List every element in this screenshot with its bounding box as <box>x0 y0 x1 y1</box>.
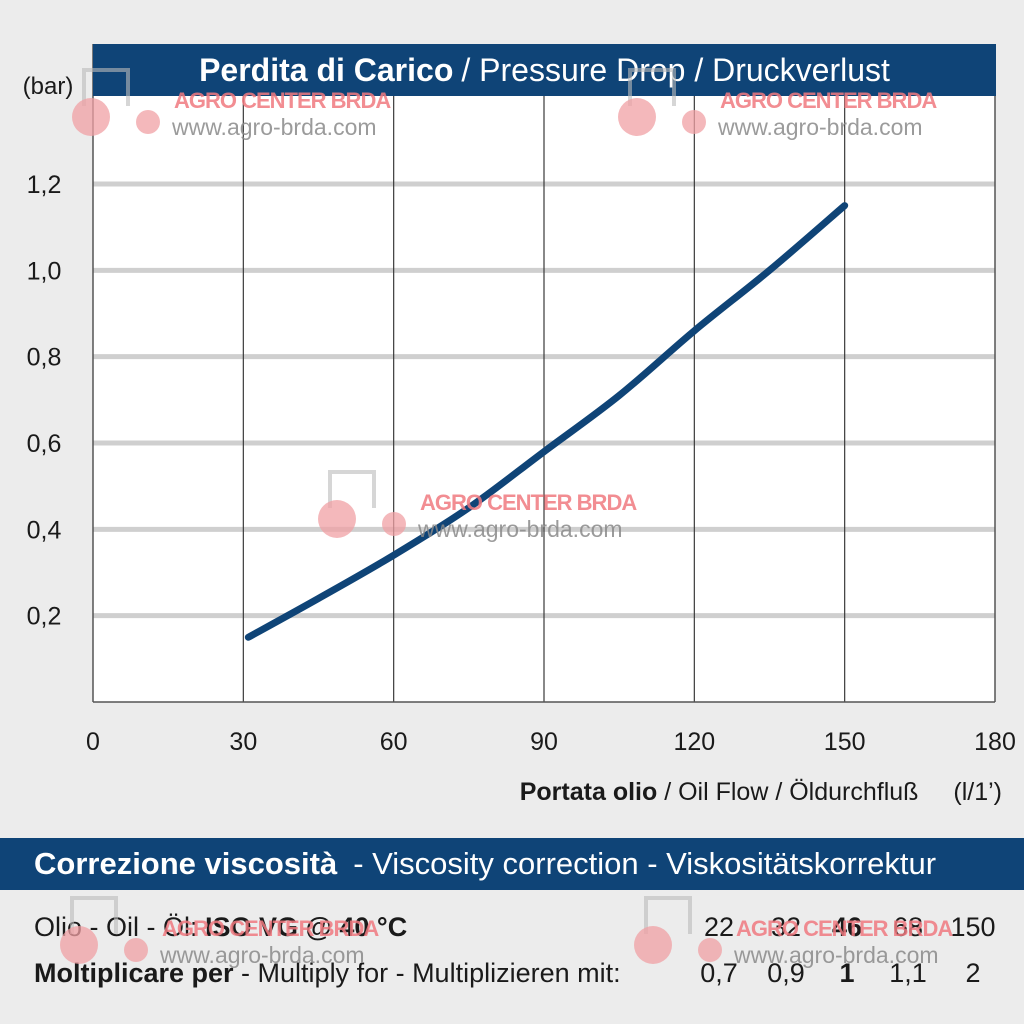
factor-value-highlight: 1 <box>839 958 855 988</box>
chart-title-main: Perdita di Carico <box>199 51 454 88</box>
x-axis-label-rest: / Oil Flow / Öldurchfluß <box>664 778 919 806</box>
factor-value: 0,7 <box>700 958 738 988</box>
x-tick-label: 30 <box>229 728 257 756</box>
factor-value: 1,1 <box>889 958 927 988</box>
multiply-label-rest: - Multiply for - Multiplizieren mit: <box>233 958 621 988</box>
x-axis-label: Portata olio / Oil Flow / Öldurchfluß (l… <box>520 778 1002 807</box>
y-tick-label: 1,2 <box>27 171 62 199</box>
x-tick-label: 120 <box>673 728 715 756</box>
oil-grade-label: Olio - Oil - Öl: ISO VG @ 40 °C <box>34 912 407 943</box>
tractor-logo-icon <box>644 896 692 934</box>
multiply-label-bold: Moltiplicare per <box>34 958 234 988</box>
x-tick-label: 150 <box>824 728 866 756</box>
x-tick-label: 0 <box>86 728 100 756</box>
oil-grade-label-plain: Olio - Oil - Öl: <box>34 912 206 942</box>
chart-title-rest: / Pressure Drop / Druckverlust <box>461 51 890 88</box>
grade-value: 68 <box>892 912 924 942</box>
x-tick-label: 60 <box>380 728 408 756</box>
y-tick-label: 0,6 <box>27 430 62 458</box>
multiply-label: Moltiplicare per - Multiply for - Multip… <box>34 958 621 989</box>
viscosity-title: Correzione viscosità - Viscosity correct… <box>0 838 1024 890</box>
y-tick-label: 0,2 <box>27 603 62 631</box>
oil-grade-label-bold: ISO VG @ 40 °C <box>205 912 408 942</box>
viscosity-title-rest: - Viscosity correction - Viskositätskorr… <box>353 846 937 881</box>
viscosity-title-bold: Correzione viscosità <box>34 846 338 881</box>
grade-value: 32 <box>770 912 802 942</box>
series-line <box>244 202 849 641</box>
y-tick-label: 0,8 <box>27 344 62 372</box>
x-tick-label: 90 <box>530 728 558 756</box>
y-tick-label: 0,4 <box>27 516 62 544</box>
factor-value: 2 <box>965 958 981 988</box>
chart-title: Perdita di Carico / Pressure Drop / Druc… <box>93 44 996 96</box>
grade-value: 22 <box>703 912 735 942</box>
factor-value: 0,9 <box>767 958 805 988</box>
grade-value-highlight: 46 <box>831 912 863 942</box>
x-axis-unit: (l/1’) <box>953 778 1002 806</box>
grade-value: 150 <box>950 912 996 942</box>
y-tick-label: 1,0 <box>27 257 62 285</box>
x-axis-label-bold: Portata olio <box>519 778 658 806</box>
x-tick-label: 180 <box>974 728 1016 756</box>
pressure-drop-chart: 0,2 0,4 0,6 0,8 1,0 1,2 (bar) 0 30 60 90 120 150 180 <box>23 44 1016 756</box>
y-axis-label: (bar) <box>23 73 74 100</box>
tractor-wheel-icon <box>634 926 672 964</box>
